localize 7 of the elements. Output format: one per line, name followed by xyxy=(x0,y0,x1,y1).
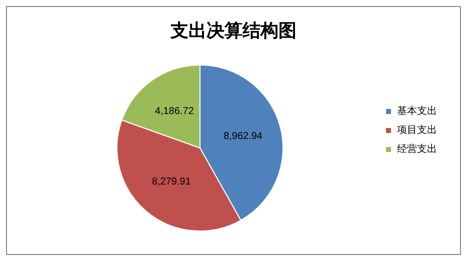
legend-label: 经营支出 xyxy=(397,143,437,155)
data-label: 8,279.91 xyxy=(152,176,192,188)
legend-label: 项目支出 xyxy=(397,124,437,136)
legend-label: 基本支出 xyxy=(397,105,437,117)
data-label: 4,186.72 xyxy=(154,106,194,118)
chart-title: 支出决算结构图 xyxy=(170,20,296,42)
data-label: 8,962.94 xyxy=(224,131,263,142)
